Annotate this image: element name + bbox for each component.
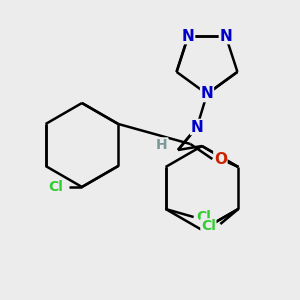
Text: Cl: Cl: [201, 219, 216, 233]
Text: N: N: [190, 119, 203, 134]
Text: Cl: Cl: [49, 180, 63, 194]
Text: O: O: [214, 152, 227, 166]
Text: N: N: [201, 86, 213, 101]
Text: Cl: Cl: [196, 210, 211, 224]
Text: N: N: [219, 28, 232, 44]
Text: N: N: [182, 28, 195, 44]
Text: H: H: [156, 138, 168, 152]
